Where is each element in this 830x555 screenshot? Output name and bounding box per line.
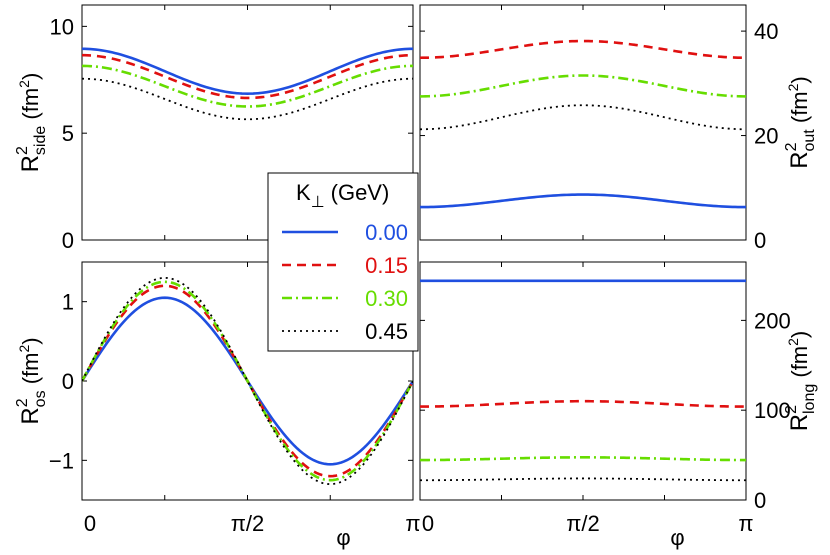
legend-label-0.00: 0.00 — [365, 220, 408, 245]
y-tick-label: 0 — [754, 488, 766, 513]
x-tick-label: π — [738, 511, 753, 536]
y-axis-label: R2long (fm2) — [783, 331, 818, 432]
series-line-0.30 — [82, 280, 413, 482]
y-tick-label: 0 — [62, 369, 74, 394]
x-axis-label: φ — [670, 525, 684, 550]
legend-title: K⊥ (GeV) — [296, 180, 389, 211]
y-tick-label: 20 — [754, 124, 778, 149]
panel-bottom-left: −1 0 1 0 π/2 π φ R2os (fm2) — [14, 261, 421, 550]
legend-box — [267, 172, 419, 352]
series-line-0.15 — [420, 399, 746, 408]
series-line-0.15 — [82, 53, 413, 100]
series-line-0.30 — [82, 64, 413, 108]
y-axis-label: R2os (fm2) — [14, 337, 49, 424]
legend-label-0.45: 0.45 — [365, 319, 408, 344]
series-line-0.15 — [420, 39, 746, 60]
series-line-0.00 — [420, 193, 746, 209]
y-axis-label: R2side (fm2) — [14, 73, 49, 173]
x-tick-label: 0 — [422, 511, 434, 536]
legend-label-0.15: 0.15 — [365, 253, 408, 278]
legend: K⊥ (GeV) 0.00 0.15 0.30 0.45 — [267, 172, 419, 352]
series-line-0.00 — [82, 47, 413, 95]
series-line-0.30 — [420, 456, 746, 462]
x-tick-label: π/2 — [566, 511, 600, 536]
y-tick-label: 40 — [754, 19, 778, 44]
y-tick-label: 10 — [50, 14, 74, 39]
y-tick-label: 5 — [62, 121, 74, 146]
panel-frame — [419, 261, 747, 501]
y-tick-label: 200 — [754, 308, 791, 333]
y-tick-label: 0 — [754, 228, 766, 253]
series-line-0.30 — [420, 74, 746, 98]
y-tick-label: 0 — [62, 228, 74, 253]
y-tick-label: 100 — [754, 398, 791, 423]
x-tick-label: 0 — [84, 511, 96, 536]
legend-entries: 0.00 0.15 0.30 0.45 — [282, 220, 408, 344]
panel-top-left: 0 5 10 R2side (fm2) — [14, 4, 414, 253]
y-tick-label: −1 — [49, 448, 74, 473]
series-line-0.45 — [420, 477, 746, 482]
series-line-0.45 — [420, 104, 746, 131]
y-axis-label: R2out (fm2) — [783, 76, 818, 169]
legend-label-0.30: 0.30 — [365, 286, 408, 311]
panel-top-right: 0 20 40 R2out (fm2) — [419, 4, 818, 253]
panel-bottom-right: 0 100 200 0 π/2 π φ R2long (fm2) — [419, 261, 818, 550]
x-axis-label: φ — [336, 525, 350, 550]
y-tick-label: 1 — [62, 290, 74, 315]
x-tick-label: π/2 — [231, 511, 265, 536]
x-tick-label: π — [405, 511, 420, 536]
